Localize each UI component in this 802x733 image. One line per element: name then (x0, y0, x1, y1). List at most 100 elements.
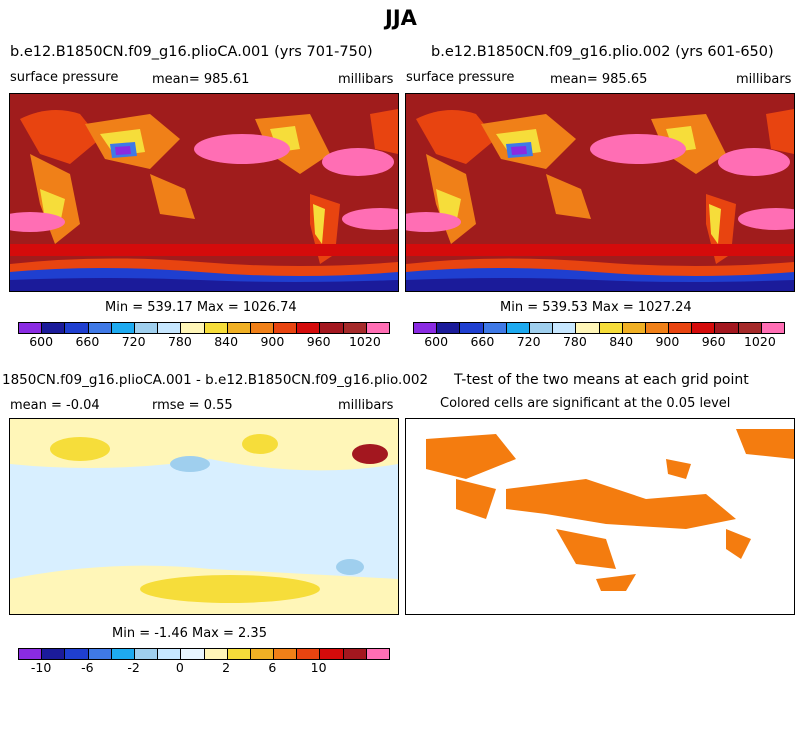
colorbar-tick-label: 10 (310, 660, 327, 675)
colorbar-swatch (274, 323, 298, 333)
negative-anomaly-2 (336, 559, 364, 575)
colorbar-tr (413, 322, 785, 334)
colorbar-tick-label: -10 (30, 660, 52, 675)
colorbar-tick-label: 780 (167, 334, 192, 349)
colorbar-swatch (297, 323, 321, 333)
positive-anomaly-2 (242, 434, 278, 454)
colorbar-swatch (134, 649, 159, 659)
figure-title: JJA (385, 6, 417, 30)
colorbar-swatch (343, 323, 367, 333)
map-br-svg (406, 419, 794, 614)
subtropical-high-indian (406, 212, 461, 232)
land-pressure (20, 109, 398, 264)
colorbar-swatch (181, 323, 205, 333)
colorbar-swatch (65, 323, 89, 333)
colorbar-swatch (645, 323, 670, 333)
panel-bl-title: 1850CN.f09_g16.plioCA.001 - b.e12.B1850C… (2, 372, 429, 388)
subtropical-high-north-atlantic (718, 148, 790, 176)
subtropical-high-south-atlantic (342, 208, 398, 230)
colorbar-swatch (738, 323, 762, 333)
colorbar-swatch (19, 649, 43, 659)
colorbar-swatch (692, 323, 716, 333)
colorbar-swatch (42, 649, 66, 659)
colorbar-swatch (529, 323, 554, 333)
colorbar-tick-label: 6 (268, 660, 277, 675)
panel-br-title: T-test of the two means at each grid poi… (454, 372, 749, 388)
colorbar-swatch (111, 323, 135, 333)
positive-anomaly-south (140, 575, 320, 603)
significant-cells (426, 429, 794, 591)
colorbar-swatch (553, 323, 577, 333)
colorbar-swatch (506, 323, 530, 333)
colorbar-tick-label: 660 (75, 334, 100, 349)
colorbar-swatch (414, 323, 438, 333)
colorbar-swatch (669, 323, 693, 333)
colorbar-swatch (437, 323, 461, 333)
colorbar-tick-label: 780 (562, 334, 587, 349)
colorbar-swatch (204, 649, 228, 659)
panel-tr-units: millibars (736, 72, 792, 87)
positive-north-band (10, 419, 398, 471)
colorbar-tick-label: 1020 (743, 334, 776, 349)
map-panel-bl (9, 418, 399, 615)
colorbar-tr-ticks: 600 660 720 780 840 900 960 1020 (413, 334, 783, 349)
colorbar-swatch (274, 649, 298, 659)
colorbar-swatch (227, 323, 251, 333)
colorbar-bl-ticks: -10 -6 -2 0 2 6 10 (18, 660, 388, 675)
panel-tl-units: millibars (338, 72, 394, 87)
colorbar-swatch (576, 323, 600, 333)
colorbar-swatch (320, 649, 344, 659)
colorbar-swatch (761, 323, 784, 333)
colorbar-tick-label: -6 (81, 660, 94, 675)
panel-bl-units: millibars (338, 398, 394, 413)
panel-bl-minmax: Min = -1.46 Max = 2.35 (112, 626, 267, 641)
colorbar-swatch (599, 323, 623, 333)
colorbar-tick-label: 0 (175, 660, 184, 675)
subtropical-high-north-atlantic (322, 148, 394, 176)
colorbar-swatch (111, 649, 135, 659)
colorbar-swatch (366, 649, 389, 659)
panel-br-subtitle: Colored cells are significant at the 0.0… (440, 396, 731, 411)
southern-ocean-band (406, 244, 794, 256)
panel-tr-mean: mean= 985.65 (550, 72, 648, 87)
colorbar-bl (18, 648, 390, 660)
colorbar-swatch (88, 649, 112, 659)
colorbar-swatch (320, 323, 344, 333)
colorbar-tick-label: 600 (424, 334, 449, 349)
subtropical-high-north-pacific (590, 134, 686, 164)
subtropical-high-north-pacific (194, 134, 290, 164)
colorbar-swatch (297, 649, 321, 659)
southern-ocean-band (10, 244, 398, 256)
panel-tr-variable: surface pressure (406, 70, 515, 85)
colorbar-swatch (19, 323, 43, 333)
land-pressure (416, 109, 794, 264)
positive-anomaly-3 (352, 444, 388, 464)
colorbar-swatch (460, 323, 484, 333)
colorbar-tick-label: 2 (222, 660, 231, 675)
colorbar-tick-label: -2 (127, 660, 140, 675)
map-panel-br (405, 418, 795, 615)
map-panel-tl (9, 93, 399, 292)
colorbar-tick-label: 960 (701, 334, 726, 349)
panel-tr-title: b.e12.B1850CN.f09_g16.plio.002 (yrs 601-… (431, 44, 774, 60)
colorbar-tick-label: 1020 (348, 334, 381, 349)
panel-tl-mean: mean= 985.61 (152, 72, 250, 87)
colorbar-tick-label: 900 (260, 334, 285, 349)
colorbar-tick-label: 840 (609, 334, 634, 349)
colorbar-tick-label: 900 (655, 334, 680, 349)
colorbar-tl (18, 322, 390, 334)
antarctic-interior (406, 278, 794, 291)
colorbar-swatch (366, 323, 389, 333)
colorbar-tick-label: 720 (516, 334, 541, 349)
colorbar-tl-ticks: 600 660 720 780 840 900 960 1020 (18, 334, 388, 349)
panel-tr-minmax: Min = 539.53 Max = 1027.24 (500, 300, 692, 315)
colorbar-swatch (88, 323, 112, 333)
colorbar-tick-label: 840 (214, 334, 239, 349)
colorbar-swatch (204, 323, 228, 333)
colorbar-swatch (250, 649, 275, 659)
colorbar-tick-label: 600 (29, 334, 54, 349)
map-panel-tr (405, 93, 795, 292)
colorbar-tick-label: 720 (121, 334, 146, 349)
colorbar-swatch (250, 323, 275, 333)
colorbar-swatch (42, 323, 66, 333)
